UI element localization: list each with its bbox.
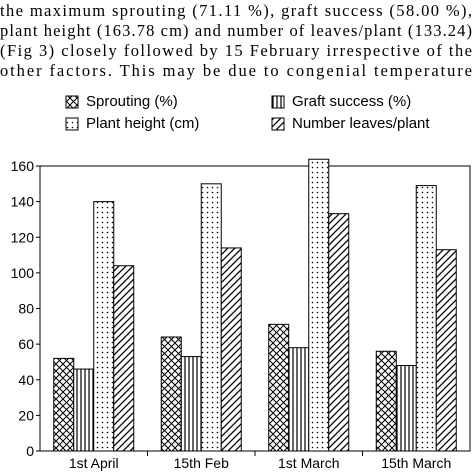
y-tick-label: 40 <box>18 372 34 388</box>
y-tick-label: 160 <box>11 158 35 174</box>
bar <box>113 265 135 452</box>
x-tick-label: 1st April <box>69 455 119 471</box>
bar <box>93 201 115 452</box>
bar <box>180 356 202 452</box>
y-tick-label: 20 <box>18 407 34 423</box>
y-tick-label: 120 <box>11 229 35 245</box>
x-tick-label: 15th Feb <box>174 455 229 471</box>
bar <box>268 323 290 452</box>
paragraph: the maximum sprouting (71.11 %), graft s… <box>0 1 472 80</box>
bar <box>375 350 397 452</box>
bar <box>435 249 457 452</box>
bar <box>308 158 330 452</box>
bar <box>395 365 417 452</box>
bar <box>73 368 95 452</box>
legend-label: Number leaves/plant <box>292 115 430 132</box>
legend-label: Plant height (cm) <box>86 115 199 132</box>
text-line: plant height (163.78 cm) and number of l… <box>0 21 472 40</box>
legend-swatch <box>271 117 285 131</box>
y-tick-label: 140 <box>11 194 35 210</box>
y-tick-label: 0 <box>26 443 34 459</box>
text-line: other factors. This may be due to congen… <box>0 61 472 80</box>
text-line: (Fig 3) closely followed by 15 February … <box>0 41 472 60</box>
bar <box>288 347 310 452</box>
bar <box>328 213 350 452</box>
x-tick-label: 1st March <box>278 455 339 471</box>
y-tick-label: 60 <box>18 336 34 352</box>
legend-swatch <box>271 95 285 109</box>
bar <box>220 247 242 452</box>
legend-label: Graft success (%) <box>292 93 411 110</box>
legend-swatch <box>65 117 79 131</box>
chart: Sprouting (%) Graft success (%) Plant heig… <box>11 93 471 471</box>
x-tick-label: 15th March <box>381 455 451 471</box>
y-tick-label: 100 <box>11 265 35 281</box>
y-tick-label: 80 <box>18 301 34 317</box>
bar <box>415 185 437 452</box>
text-line: the maximum sprouting (71.11 %), graft s… <box>0 1 472 20</box>
legend-label: Sprouting (%) <box>86 93 178 110</box>
bar <box>200 183 222 452</box>
bar <box>160 336 182 452</box>
bar <box>53 357 75 452</box>
legend-swatch <box>65 95 79 109</box>
